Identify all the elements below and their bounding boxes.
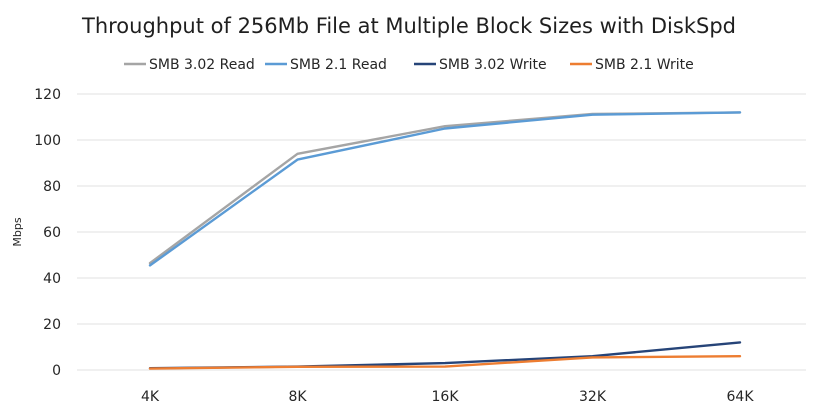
y-tick-label: 0 bbox=[52, 363, 61, 379]
legend-label-smb302-write: SMB 3.02 Write bbox=[439, 57, 547, 73]
gridlines bbox=[77, 93, 806, 371]
y-tick-label: 40 bbox=[43, 271, 61, 287]
legend-label-smb21-read: SMB 2.1 Read bbox=[290, 57, 387, 73]
series-line-smb-3-02-read bbox=[148, 111, 742, 265]
y-tick-label: 80 bbox=[43, 179, 61, 195]
series-line-smb-2-1-write bbox=[148, 355, 742, 370]
y-axis-ticks: 0 20 40 60 80 100 120 bbox=[34, 87, 61, 379]
chart-title: Throughput of 256Mb File at Multiple Blo… bbox=[81, 14, 736, 38]
legend-label-smb21-write: SMB 2.1 Write bbox=[595, 57, 694, 73]
x-tick-label: 16K bbox=[432, 389, 460, 405]
x-axis-ticks: 4K 8K 16K 32K 64K bbox=[141, 389, 754, 405]
series-line-smb-3-02-write bbox=[148, 341, 742, 370]
y-tick-label: 20 bbox=[43, 317, 61, 333]
series-line-smb-2-1-read bbox=[148, 111, 742, 267]
series-lines bbox=[148, 111, 742, 370]
y-tick-label: 60 bbox=[43, 225, 61, 241]
y-tick-label: 120 bbox=[34, 87, 61, 103]
x-tick-label: 64K bbox=[727, 389, 755, 405]
x-tick-label: 32K bbox=[579, 389, 607, 405]
legend: SMB 3.02 Read SMB 2.1 Read SMB 3.02 Writ… bbox=[124, 57, 694, 73]
legend-label-smb302-read: SMB 3.02 Read bbox=[149, 57, 255, 73]
y-axis-label: Mbps bbox=[11, 217, 24, 246]
x-tick-label: 8K bbox=[288, 389, 307, 405]
x-tick-label: 4K bbox=[141, 389, 160, 405]
y-tick-label: 100 bbox=[34, 133, 61, 149]
